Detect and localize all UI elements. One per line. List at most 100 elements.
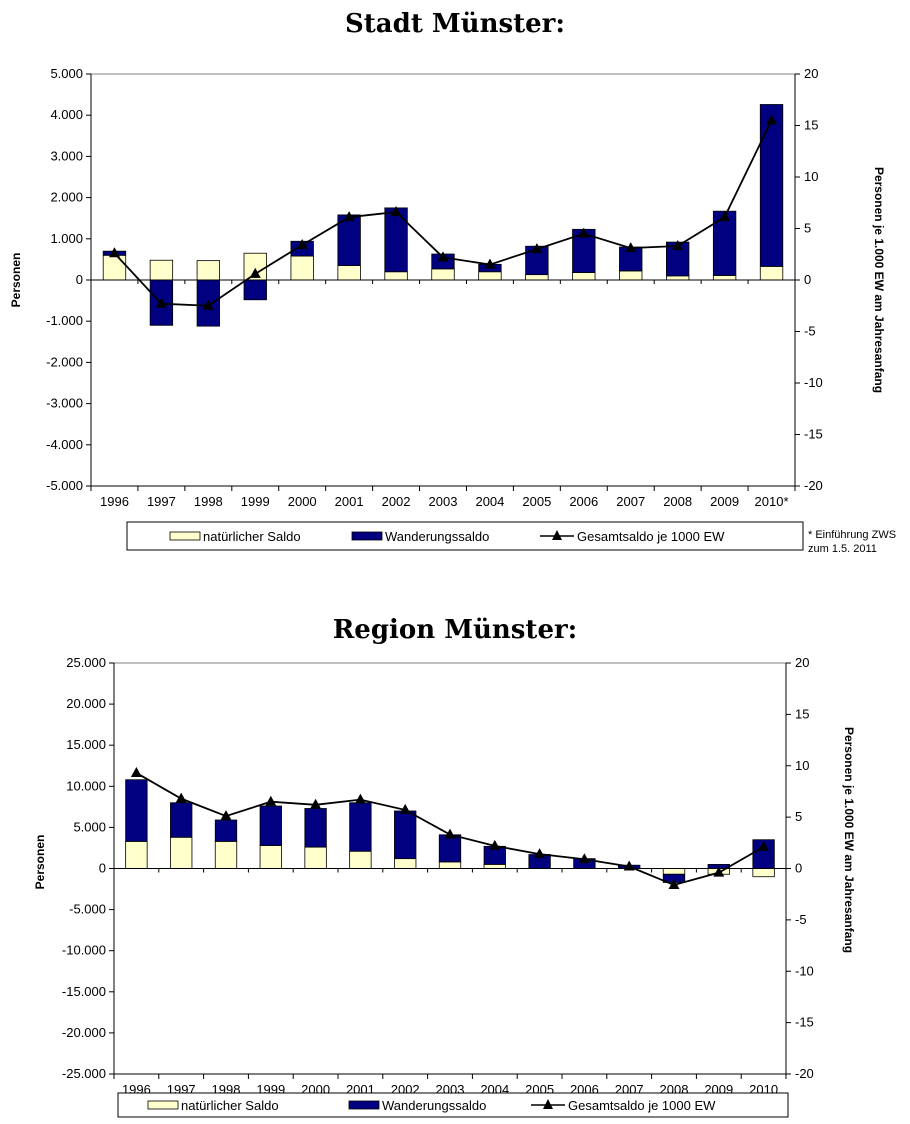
chart-1-bar-natuerlicher-saldo	[666, 275, 690, 281]
chart-1-x-tick-label: 1996	[100, 494, 129, 509]
chart-2-bar-natuerlicher-saldo	[304, 846, 327, 869]
chart-2-right-tick-label: -5	[795, 912, 807, 927]
chart-2-point-gesamtsaldo	[489, 839, 501, 850]
chart-2-right-tick-label: -20	[795, 1066, 814, 1081]
chart-1-legend-swatch-gesamtsaldo-marker	[552, 530, 562, 540]
chart-1-point-gesamtsaldo	[719, 211, 731, 222]
chart-1-point-gesamtsaldo	[766, 114, 778, 125]
chart-1-footnote-line-1: * Einführung ZWS	[808, 529, 896, 541]
chart-2-point-gesamtsaldo	[220, 810, 232, 821]
chart-1-bar-natuerlicher-saldo	[196, 260, 220, 281]
chart-2-point-gesamtsaldo	[175, 792, 187, 803]
chart-1-right-tick-label: 20	[804, 66, 818, 81]
chart-2-bar-natuerlicher-saldo	[394, 858, 417, 869]
chart-2-title: Region Münster:	[333, 615, 578, 645]
chart-1-right-tick-label: 0	[804, 272, 811, 287]
chart-2-right-tick-label: -15	[795, 1015, 814, 1030]
chart-1-left-tick-label: 3.000	[50, 148, 83, 163]
chart-2-point-gesamtsaldo	[310, 798, 322, 809]
chart-2-left-tick-label: -15.000	[62, 984, 106, 999]
chart-1-x-tick-label: 1998	[194, 494, 223, 509]
chart-2-bar-natuerlicher-saldo	[662, 868, 686, 875]
chart-1-left-tick-label: -5.000	[46, 478, 83, 493]
chart-1-point-gesamtsaldo	[108, 247, 120, 258]
chart-2-point-gesamtsaldo	[444, 828, 456, 839]
chart-1-legend-label-wanderungssaldo: Wanderungssaldo	[385, 529, 489, 544]
chart-2-point-gesamtsaldo	[265, 795, 277, 806]
chart-2-bar-wanderungssaldo	[125, 779, 148, 842]
chart-2-bar-natuerlicher-saldo	[483, 863, 506, 869]
chart-1-point-gesamtsaldo	[202, 299, 214, 310]
chart-2-bar-natuerlicher-saldo	[259, 845, 282, 869]
chart-1-right-tick-label: -15	[804, 427, 823, 442]
chart-2-legend	[117, 1092, 789, 1118]
chart-2-bar-natuerlicher-saldo	[125, 840, 148, 869]
chart-1-point-gesamtsaldo	[578, 227, 590, 238]
chart-1-legend-label-natuerlicher-saldo: natürlicher Saldo	[203, 529, 301, 544]
chart-2-legend-label-natuerlicher-saldo: natürlicher Saldo	[181, 1098, 279, 1113]
chart-1-x-tick-label: 2003	[429, 494, 458, 509]
chart-1-left-tick-label: 0	[76, 272, 83, 287]
chart-1-bar-natuerlicher-saldo	[431, 268, 455, 281]
chart-2-legend-label-wanderungssaldo: Wanderungssaldo	[382, 1098, 486, 1113]
chart-2-left-tick-label: -10.000	[62, 943, 106, 958]
chart-1-x-tick-label: 2009	[710, 494, 739, 509]
chart-2-left-tick-label: 5.000	[73, 819, 106, 834]
chart-2-right-tick-label: 0	[795, 861, 802, 876]
chart-1-right-axis-label: Personen je 1.000 EW am Jahresanfang	[872, 167, 886, 393]
chart-2-bar-wanderungssaldo	[349, 802, 372, 852]
chart-1-right-tick-label: 5	[804, 221, 811, 236]
chart-1-point-gesamtsaldo	[296, 238, 308, 249]
chart-2-point-gesamtsaldo	[758, 840, 770, 851]
chart-1-x-tick-label: 2002	[382, 494, 411, 509]
chart-2-legend-swatch-natuerlicher-saldo	[147, 1100, 179, 1110]
chart-1-bar-natuerlicher-saldo	[337, 265, 361, 281]
chart-2-legend-label-gesamtsaldo: Gesamtsaldo je 1000 EW	[568, 1098, 716, 1113]
chart-1-left-tick-label: -4.000	[46, 437, 83, 452]
chart-1-bar-natuerlicher-saldo	[149, 259, 174, 281]
chart-1-point-gesamtsaldo	[531, 243, 543, 254]
chart-2-point-gesamtsaldo	[130, 766, 142, 777]
chart-2-point-gesamtsaldo	[578, 853, 590, 864]
chart-1-bar-natuerlicher-saldo	[525, 274, 549, 281]
chart-1-x-tick-label: 2001	[335, 494, 364, 509]
chart-2-left-axis-label: Personen	[33, 835, 47, 890]
chart-2-bar-wanderungssaldo	[259, 805, 282, 846]
chart-1-right-tick-label: -5	[804, 324, 816, 339]
chart-2-point-gesamtsaldo	[623, 860, 635, 871]
chart-1-right-tick-label: -20	[804, 478, 823, 493]
chart-2-left-tick-label: -5.000	[69, 902, 106, 917]
chart-1-x-tick-label: 2010*	[755, 494, 789, 509]
chart-1-left-tick-label: 2.000	[50, 190, 83, 205]
chart-1-x-tick-label: 1999	[241, 494, 270, 509]
chart-1-legend	[126, 521, 804, 551]
chart-1-point-gesamtsaldo	[343, 211, 355, 222]
chart-1-left-tick-label: 1.000	[50, 231, 83, 246]
chart-1-bar-natuerlicher-saldo	[619, 270, 643, 281]
chart-1-x-tick-label: 2004	[475, 494, 504, 509]
chart-1-point-gesamtsaldo	[672, 240, 684, 251]
chart-1-bar-natuerlicher-saldo	[290, 255, 314, 281]
chart-2-right-tick-label: 20	[795, 655, 809, 670]
chart-2-legend-swatch-wanderungssaldo	[348, 1100, 380, 1110]
chart-2-left-tick-label: 20.000	[66, 696, 106, 711]
chart-2-left-tick-label: -25.000	[62, 1066, 106, 1081]
chart-1-point-gesamtsaldo	[437, 251, 449, 262]
chart-2-point-gesamtsaldo	[713, 866, 725, 877]
chart-1-bar-natuerlicher-saldo	[712, 275, 737, 281]
chart-1-legend-swatch-natuerlicher-saldo	[169, 531, 201, 541]
chart-1-right-tick-label: 10	[804, 169, 818, 184]
chart-2-point-gesamtsaldo	[668, 878, 680, 889]
chart-1-plot: 5.000 4.000 3.000 2.000 1.000 0 -1.000 -2.000 -3…	[46, 66, 823, 551]
chart-2-legend-swatch-gesamtsaldo-marker	[543, 1099, 553, 1109]
chart-1-point-gesamtsaldo	[249, 267, 261, 278]
chart-1-x-tick-label: 2006	[569, 494, 598, 509]
chart-2-right-tick-label: -10	[795, 963, 814, 978]
chart-1-legend-swatch-wanderungssaldo	[351, 531, 383, 541]
chart-1-bar-natuerlicher-saldo	[478, 271, 502, 281]
chart-1-legend-label-gesamtsaldo: Gesamtsaldo je 1000 EW	[577, 529, 725, 544]
chart-1-left-tick-label: -2.000	[46, 354, 83, 369]
chart-2-left-tick-label: -20.000	[62, 1025, 106, 1040]
chart-1-footnote-line-2: zum 1.5. 2011	[808, 543, 877, 555]
